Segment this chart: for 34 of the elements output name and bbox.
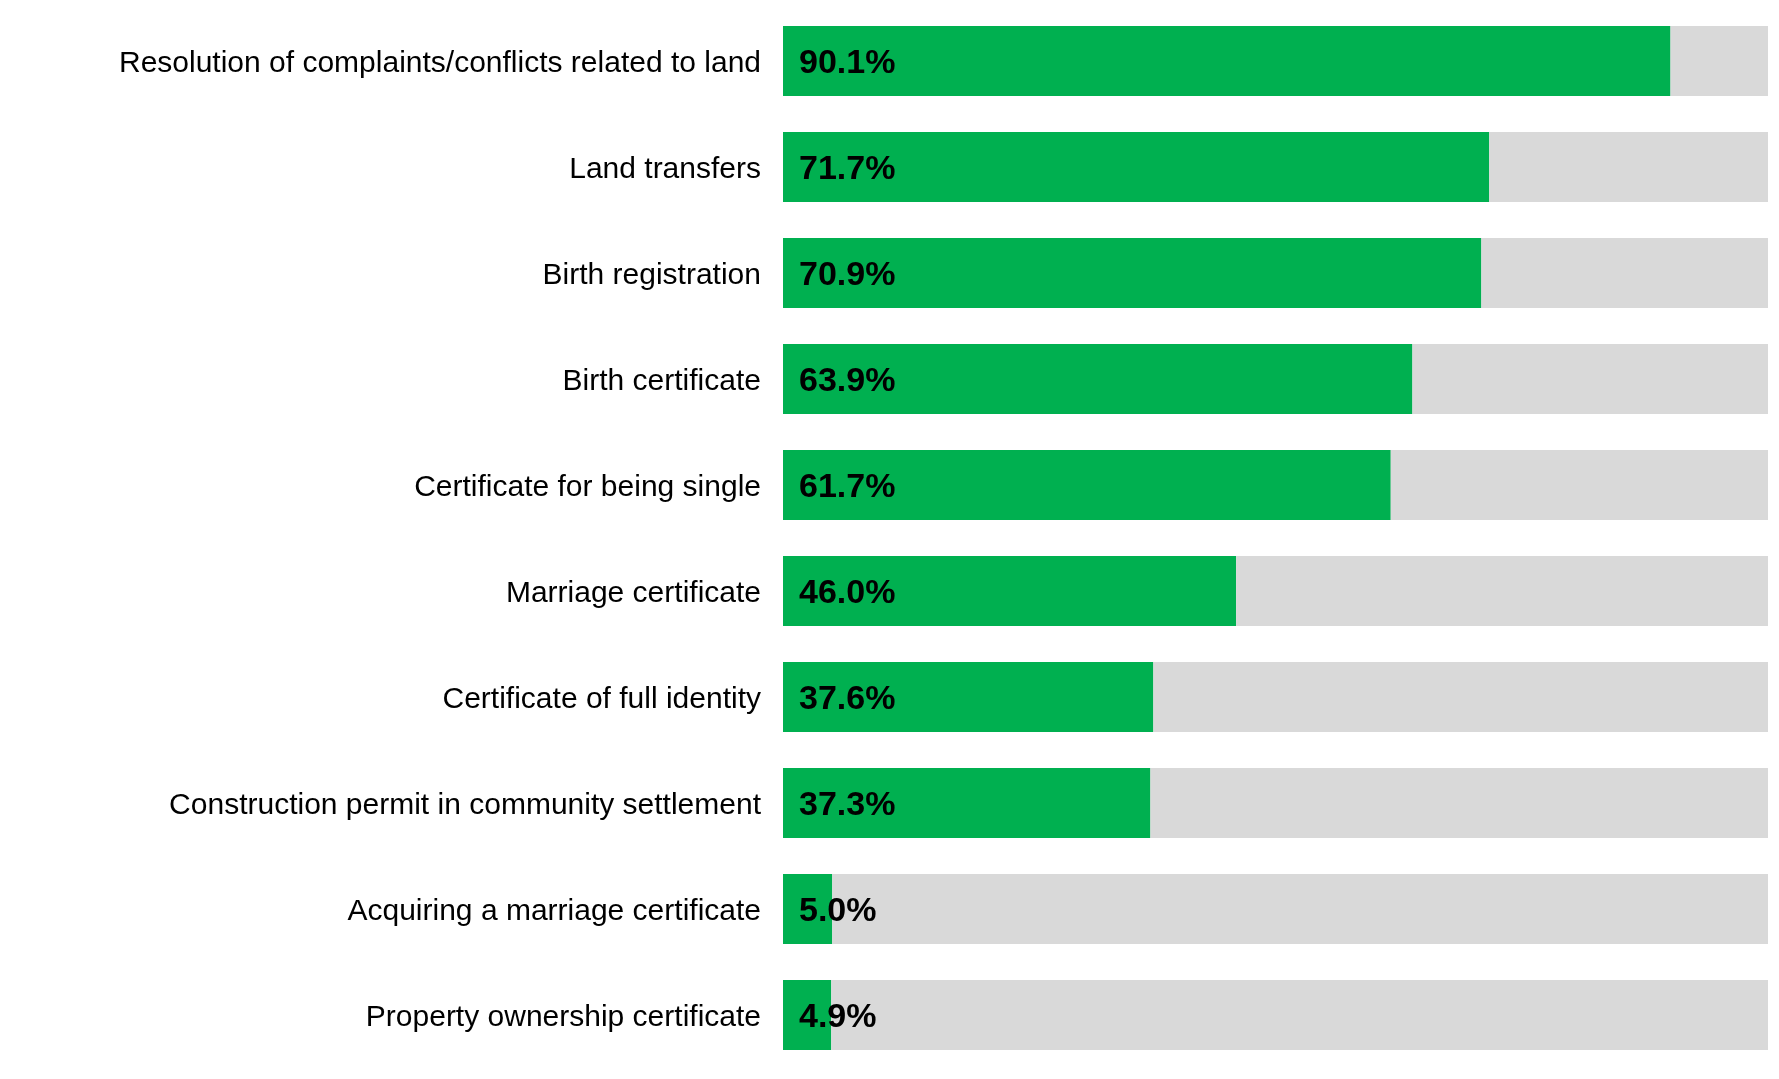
bar: [783, 238, 1482, 309]
y-tick-label: Birth registration: [542, 256, 761, 290]
data-label: 63.9%: [799, 360, 896, 399]
y-tick-label: Birth certificate: [562, 362, 761, 396]
bar: [1670, 26, 1768, 97]
y-tick-label: Resolution of complaints/conflicts related to land: [118, 44, 761, 78]
data-label: 71.7%: [799, 148, 896, 187]
bar: [1481, 238, 1768, 309]
data-label: 90.1%: [799, 42, 896, 81]
bar: [783, 344, 1413, 415]
data-label: 46.0%: [799, 572, 896, 611]
bar: [1412, 344, 1768, 415]
bar: [783, 132, 1490, 203]
bar: [1390, 450, 1768, 521]
data-label: 70.9%: [799, 254, 896, 293]
y-tick-label: Property ownership certificate: [365, 998, 761, 1032]
data-label: 61.7%: [799, 466, 896, 505]
bar: [1150, 768, 1768, 839]
y-tick-label: Certificate of full identity: [442, 680, 761, 714]
data-label: 37.3%: [799, 784, 896, 823]
bar: [783, 26, 1671, 97]
bar: [783, 450, 1391, 521]
y-tick-label: Marriage certificate: [505, 574, 761, 608]
y-tick-label: Certificate for being single: [414, 468, 761, 502]
bar: [783, 556, 1237, 627]
bar: [783, 768, 1151, 839]
y-tick-label: Acquiring a marriage certificate: [347, 892, 761, 926]
data-label: 37.6%: [799, 678, 896, 717]
bar: [1153, 662, 1768, 733]
bar: [783, 662, 1154, 733]
bar: [1489, 132, 1768, 203]
y-tick-label: Land transfers: [569, 150, 761, 184]
y-tick-label: Construction permit in community settlement: [169, 786, 762, 820]
bar: [1236, 556, 1768, 627]
